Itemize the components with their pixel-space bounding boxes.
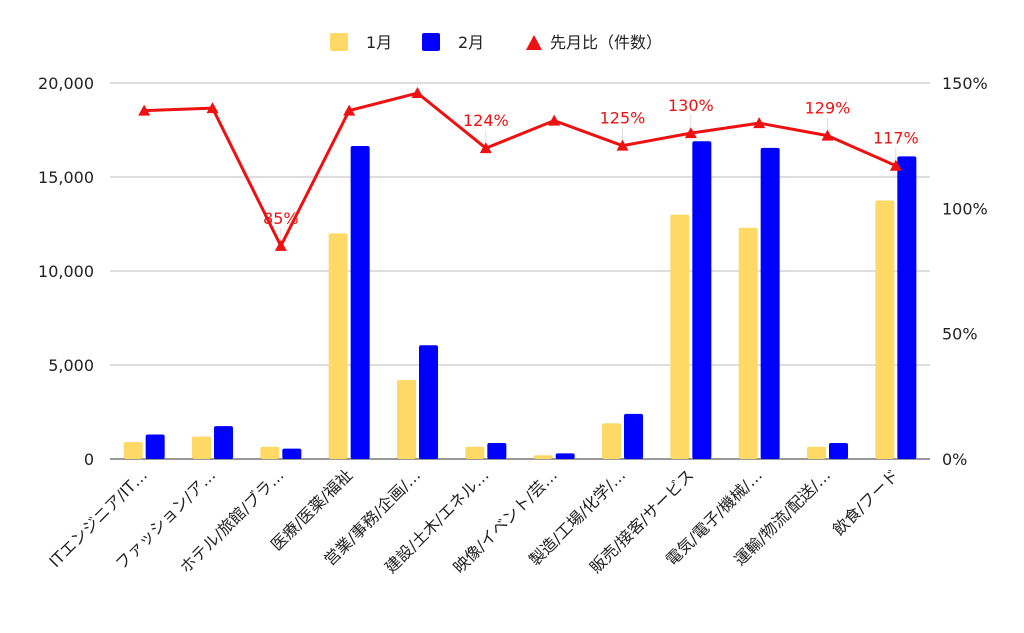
ratio-line: 85% 124% 125% 130% 129% 117% <box>138 87 919 251</box>
ratio-data-label: 117% <box>873 129 919 148</box>
left-axis-ticks: 0 5,000 10,000 15,000 20,000 <box>38 74 94 469</box>
bar-1月 <box>875 200 895 459</box>
ratio-point-marker <box>274 239 287 251</box>
right-tick-label: 150% <box>942 74 988 93</box>
ratio-point-marker <box>343 104 356 116</box>
bar-1月 <box>533 455 553 459</box>
bar-2月 <box>692 141 712 459</box>
right-tick-label: 100% <box>942 199 988 218</box>
bar-2月 <box>555 453 575 459</box>
legend-label-1月: 1月 <box>366 33 392 52</box>
bar-2月 <box>350 145 370 460</box>
left-tick-label: 5,000 <box>48 356 94 375</box>
legend: 1月 2月 先月比（件数） <box>330 33 662 52</box>
bar-2月 <box>829 443 848 459</box>
left-tick-label: 0 <box>84 450 94 469</box>
bar-2月 <box>145 434 165 459</box>
ratio-data-label: 129% <box>805 99 851 118</box>
legend-label-2月: 2月 <box>458 33 484 52</box>
bar-1月 <box>602 423 621 459</box>
ratio-data-label: 125% <box>600 109 646 128</box>
legend-swatch-2月 <box>422 33 440 51</box>
ratio-point-marker <box>616 139 629 151</box>
legend-label-ratio: 先月比（件数） <box>550 33 662 52</box>
ratio-point-marker <box>548 114 561 126</box>
ratio-data-label: 130% <box>668 96 714 115</box>
left-tick-label: 10,000 <box>38 262 94 281</box>
left-tick-label: 15,000 <box>38 168 94 187</box>
category-label: 飲食/フード <box>829 465 903 539</box>
ratio-point-marker <box>889 159 902 171</box>
bar-2月 <box>897 156 917 459</box>
ratio-data-label: 85% <box>263 209 299 228</box>
ratio-point-marker <box>411 87 424 99</box>
bar-2月 <box>419 345 438 459</box>
bar-1月 <box>670 214 690 459</box>
grid-lines <box>110 82 930 460</box>
category-labels: ITエンジニア/IT…ファッション/ア…ホテル/旅館/ブラ…医療/医薬/福祉営業… <box>45 465 902 577</box>
bar-1月 <box>465 446 485 459</box>
bar-1月 <box>260 446 280 459</box>
right-tick-label: 50% <box>942 325 978 344</box>
bar-2月 <box>282 448 302 459</box>
legend-swatch-1月 <box>330 33 348 51</box>
bar-1月 <box>807 446 826 459</box>
right-axis-ticks: 0% 50% 100% 150% <box>942 74 988 469</box>
ratio-point-marker <box>479 142 492 154</box>
ratio-point-marker <box>138 104 151 116</box>
ratio-series-line <box>144 91 897 248</box>
ratio-point-marker <box>206 102 219 114</box>
bars <box>123 141 917 460</box>
bar-1月 <box>397 380 416 459</box>
bar-2月 <box>214 426 233 459</box>
ratio-point-marker <box>684 127 697 139</box>
left-tick-label: 20,000 <box>38 74 94 93</box>
bar-2月 <box>760 147 780 460</box>
right-tick-label: 0% <box>942 450 967 469</box>
bar-1月 <box>123 442 143 459</box>
bar-1月 <box>192 436 211 459</box>
bar-1月 <box>738 227 758 459</box>
bar-1月 <box>328 233 348 459</box>
ratio-data-label: 124% <box>463 111 509 130</box>
ratio-point-marker <box>821 129 834 141</box>
bar-2月 <box>487 443 507 459</box>
ratio-point-marker <box>753 117 766 129</box>
legend-triangle-icon <box>526 35 542 50</box>
bar-2月 <box>624 413 643 459</box>
